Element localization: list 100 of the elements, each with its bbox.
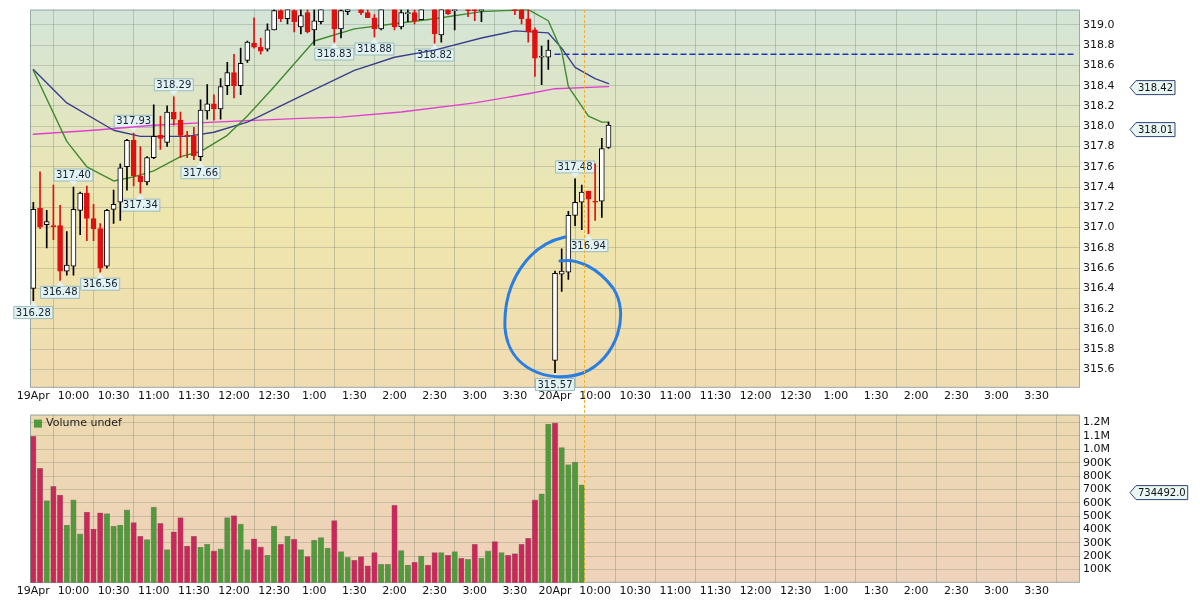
annotation: 317.40 [55, 169, 91, 181]
y-tick-label: 318.6 [1083, 58, 1115, 72]
y-tick-label: 317.2 [1083, 200, 1115, 214]
x-tick-label: 3:30 [502, 584, 528, 598]
y-tick-label: 319.0 [1083, 17, 1115, 31]
x-tick-label: 12:00 [739, 389, 772, 403]
y-tick-label: 300K [1083, 535, 1112, 549]
x-tick-label: 1:00 [301, 389, 327, 403]
annotation: 315.57 [537, 378, 573, 390]
x-tick-label: 2:30 [943, 389, 969, 403]
x-tick-label: 3:30 [1024, 389, 1049, 403]
x-tick-label: 10:00 [579, 584, 611, 598]
y-tick-label: 200K [1083, 548, 1112, 562]
y-tick-label: 500K [1083, 508, 1112, 522]
x-tick-label: 11:30 [699, 584, 732, 598]
y-tick-label: 318.0 [1083, 119, 1115, 133]
y-tick-label: 316.6 [1083, 261, 1115, 275]
x-tick-label: 11:30 [699, 389, 732, 403]
x-tick-label: 20Apr [538, 389, 572, 403]
x-tick-label: 11:00 [137, 389, 170, 403]
candlestick [592, 163, 598, 221]
x-tick-label: 2:30 [422, 584, 447, 598]
y-tick-label: 318.4 [1083, 78, 1115, 92]
candlestick [558, 248, 565, 292]
annotation: 316.94 [570, 239, 606, 251]
x-tick-label: 3:30 [502, 389, 528, 403]
x-tick-label: 11:30 [178, 584, 210, 598]
annotation: 317.66 [183, 166, 219, 178]
x-tick-label: 3:00 [462, 584, 488, 598]
x-tick-label: 1:00 [823, 389, 849, 403]
x-tick-label: 10:00 [57, 389, 90, 403]
x-tick-label: 2:00 [903, 389, 929, 403]
annotation: 316.28 [15, 306, 51, 318]
annotation: 317.34 [122, 199, 158, 211]
y-tick-label: 317.8 [1083, 139, 1115, 153]
x-tick-label: 12:00 [739, 584, 772, 598]
x-tick-label: 3:00 [462, 389, 488, 403]
x-tick-label: 20Apr [538, 584, 572, 598]
text: 318.42 [1138, 81, 1173, 93]
x-tick-label: 12:30 [258, 584, 290, 598]
candlestick [63, 231, 70, 276]
x-tick-label: 12:00 [218, 389, 250, 403]
y-tick-label: 316.2 [1083, 301, 1115, 315]
annotation: 317.93 [116, 115, 152, 127]
candlestick [170, 96, 177, 126]
x-tick-label: 1:00 [301, 584, 327, 598]
text: 318.01 [1138, 123, 1173, 135]
x-tick-label: 19Apr [16, 389, 51, 403]
annotation: 318.29 [156, 78, 192, 90]
candlestick [578, 184, 585, 230]
x-tick-label: 1:30 [342, 584, 367, 598]
y-tick-label: 317.4 [1083, 179, 1115, 193]
y-tick-label: 317.6 [1083, 159, 1115, 173]
x-tick-label: 2:30 [422, 389, 447, 403]
x-tick-label: 10:30 [619, 389, 652, 403]
x-tick-label: 3:00 [984, 389, 1009, 403]
annotation: 316.48 [42, 286, 78, 298]
x-tick-label: 1:30 [342, 389, 367, 403]
x-tick-label: 12:00 [218, 584, 250, 598]
x-tick-label: 11:00 [659, 389, 692, 403]
candlestick [43, 210, 50, 249]
x-tick-label: 3:30 [1024, 584, 1049, 598]
x-tick-label: 11:30 [178, 389, 210, 403]
x-tick-label: 2:00 [382, 584, 407, 598]
x-tick-label: 2:00 [903, 584, 929, 598]
y-tick-label: 700K [1083, 482, 1112, 496]
y-tick-label: 1.1M [1083, 428, 1110, 442]
y-tick-label: 600K [1083, 495, 1112, 509]
y-tick-label: 318.8 [1083, 37, 1115, 51]
y-tick-label: 317.0 [1083, 220, 1115, 234]
x-tick-label: 2:00 [382, 389, 407, 403]
y-tick-label: 316.4 [1083, 281, 1115, 295]
x-tick-label: 10:30 [619, 584, 652, 598]
y-tick-label: 315.6 [1083, 362, 1115, 376]
x-tick-label: 3:00 [984, 584, 1009, 598]
candlestick [204, 84, 211, 120]
y-tick-label: 316.8 [1083, 240, 1115, 254]
y-tick-label: 400K [1083, 522, 1112, 536]
annotation: 318.88 [356, 43, 392, 55]
x-tick-label: 11:00 [137, 584, 170, 598]
x-tick-label: 10:30 [97, 584, 130, 598]
x-tick-label: 12:30 [258, 389, 290, 403]
x-tick-label: 11:00 [659, 584, 692, 598]
y-tick-label: 100K [1083, 562, 1112, 576]
x-tick-label: 19Apr [16, 584, 51, 598]
y-tick-label: 315.8 [1083, 342, 1115, 356]
x-tick-label: 1:30 [863, 584, 889, 598]
x-tick-label: 1:00 [823, 584, 849, 598]
y-tick-label: 316.0 [1083, 321, 1115, 335]
legend-label: Volume undef [46, 416, 124, 430]
y-tick-label: 1.0M [1083, 442, 1110, 456]
x-tick-label: 10:30 [97, 389, 130, 403]
text: 734492.0 [1138, 486, 1186, 498]
y-tick-label: 900K [1083, 455, 1112, 469]
x-tick-label: 12:30 [779, 389, 812, 403]
x-tick-label: 1:30 [863, 389, 889, 403]
y-tick-label: 1.2M [1083, 415, 1110, 429]
y-tick-label: 800K [1083, 468, 1112, 482]
x-tick-label: 2:30 [943, 584, 969, 598]
y-tick-label: 318.2 [1083, 98, 1115, 112]
